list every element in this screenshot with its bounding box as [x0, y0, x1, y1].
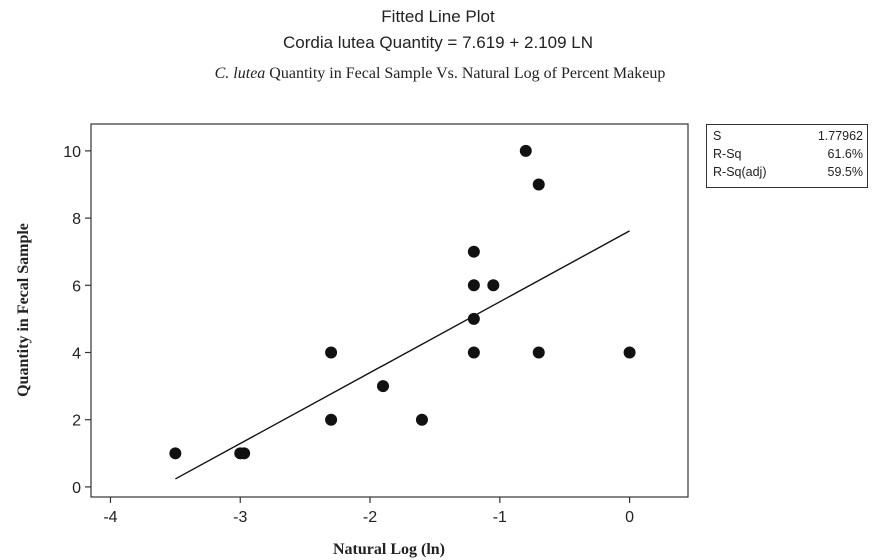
y-tick-label: 2: [72, 413, 81, 430]
x-axis-label: Natural Log (ln): [333, 541, 445, 558]
data-point: [487, 279, 500, 292]
stats-label: R-Sq(adj): [713, 165, 767, 179]
regression-stats-box: S 1.77962 R-Sq 61.6% R-Sq(adj) 59.5%: [706, 124, 868, 188]
y-tick-label: 6: [72, 278, 81, 295]
chart-title: Fitted Line Plot: [381, 7, 495, 26]
stats-row-rsq: R-Sq 61.6%: [713, 145, 863, 163]
plot-frame: [90, 123, 689, 498]
data-point: [519, 144, 532, 157]
data-point: [467, 312, 480, 325]
chart-caption: C. lutea Quantity in Fecal Sample Vs. Na…: [215, 65, 666, 82]
y-axis-label: Quantity in Fecal Sample: [15, 223, 32, 397]
stats-label: S: [713, 129, 722, 143]
stats-value: 59.5%: [827, 165, 863, 179]
x-tick-label: 0: [625, 509, 634, 526]
data-points-layer: [169, 144, 636, 460]
x-axis: -4 -3 -2 -1 0: [103, 497, 634, 526]
y-tick-label: 10: [63, 144, 81, 161]
data-point: [532, 346, 545, 359]
y-tick-label: 0: [72, 480, 81, 497]
data-point: [325, 346, 338, 359]
data-point: [415, 413, 428, 426]
data-point: [467, 279, 480, 292]
stats-value: 1.77962: [817, 129, 863, 143]
stats-value: 61.6%: [827, 147, 863, 161]
data-point: [238, 447, 251, 460]
x-tick-label: -1: [493, 509, 507, 526]
chart-equation: Cordia lutea Quantity = 7.619 + 2.109 LN: [283, 33, 593, 52]
stats-row-rsq-adj: R-Sq(adj) 59.5%: [713, 163, 863, 181]
regression-line-layer: [175, 230, 630, 480]
data-point: [623, 346, 636, 359]
stats-row-s: S 1.77962: [713, 127, 863, 145]
caption-description: Quantity in Fecal Sample Vs. Natural Log…: [265, 65, 665, 82]
data-point: [377, 380, 390, 393]
data-point: [325, 413, 338, 426]
y-tick-label: 8: [72, 211, 81, 228]
x-tick-label: -2: [363, 509, 377, 526]
stats-label: R-Sq: [713, 147, 742, 161]
x-tick-label: -4: [103, 509, 117, 526]
y-axis: 0 2 4 6 8 10: [63, 144, 91, 497]
x-tick-label: -3: [233, 509, 247, 526]
data-point: [169, 447, 182, 460]
data-point: [467, 346, 480, 359]
y-tick-label: 4: [72, 346, 81, 363]
regression-line: [175, 230, 630, 480]
data-point: [532, 178, 545, 191]
data-point: [467, 245, 480, 258]
caption-species: C. lutea: [215, 65, 266, 82]
